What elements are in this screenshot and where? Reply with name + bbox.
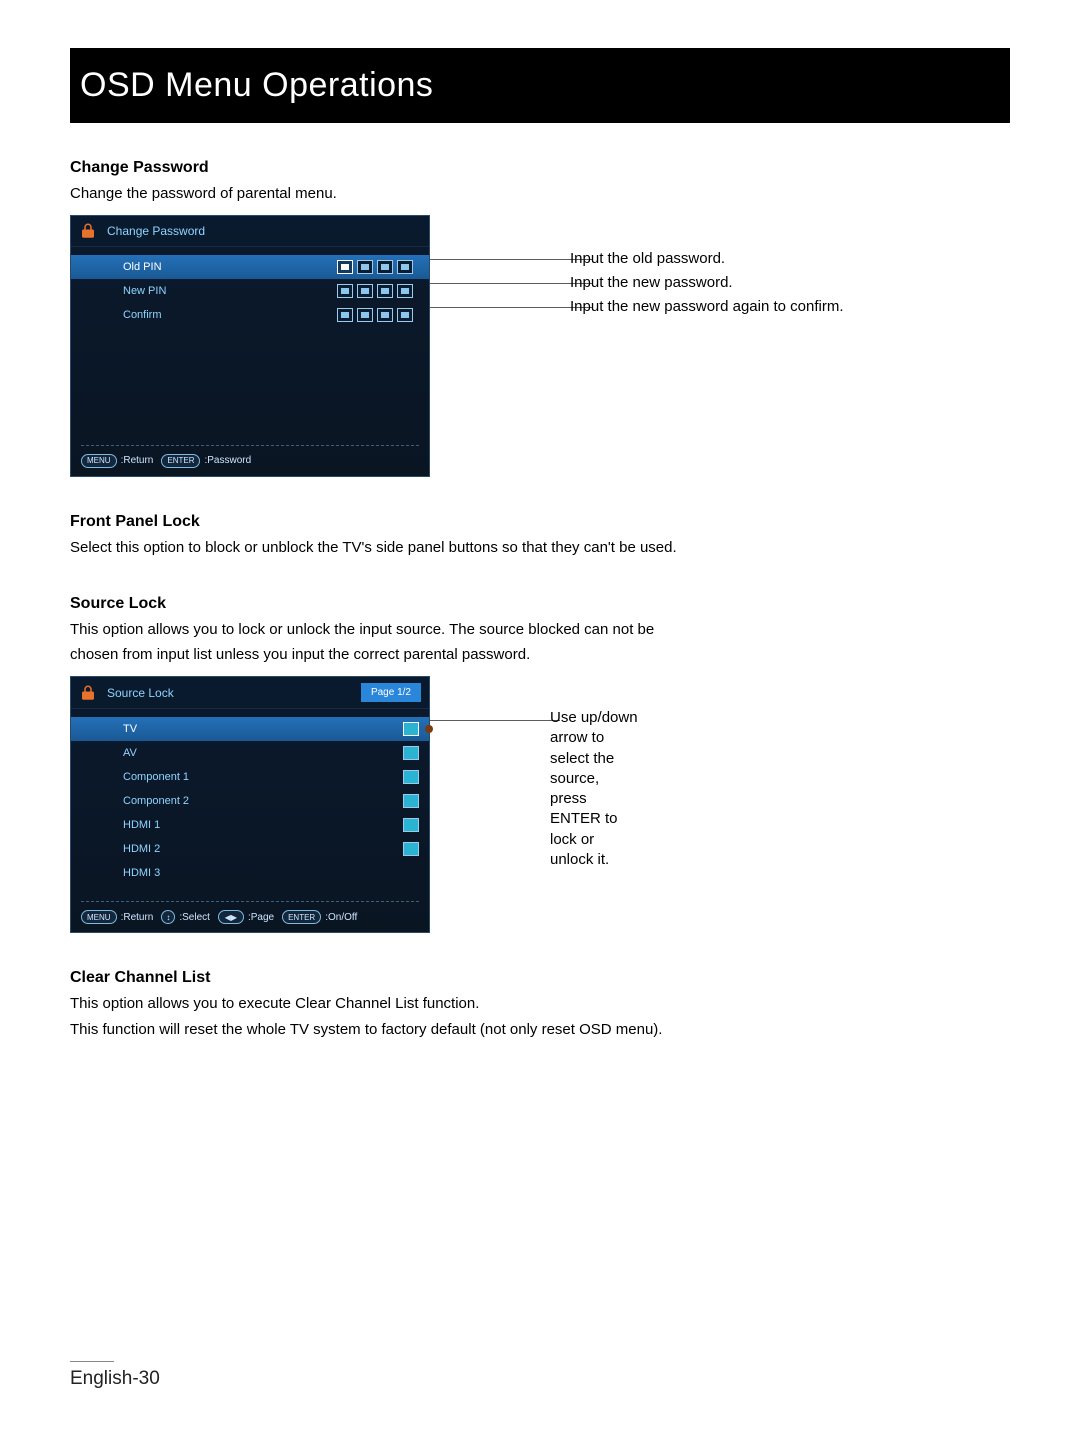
desc-source-lock-2: chosen from input list unless you input … (70, 644, 1010, 666)
callouts-source-lock: Use up/down arrow to select the source, … (430, 676, 640, 870)
page-banner: OSD Menu Operations (70, 48, 1010, 123)
key-updown: ↕ (161, 910, 175, 924)
heading-clear-channel-list: Clear Channel List (70, 969, 1010, 987)
callout-source: Use up/down arrow to select the source, … (550, 708, 640, 870)
osd-header: Source Lock Page 1/2 (71, 677, 429, 709)
osd-row-confirm[interactable]: Confirm (71, 303, 429, 327)
osd-row-new-pin[interactable]: New PIN (71, 279, 429, 303)
pin-boxes (337, 308, 413, 322)
osd-footer: MENU :Return ENTER :Password (71, 446, 429, 476)
osd-source-lock: Source Lock Page 1/2 TV AV Component 1 (70, 676, 430, 933)
page-number: English-30 (70, 1361, 1010, 1390)
lock-square (403, 794, 419, 808)
row-label: Component 1 (123, 771, 243, 783)
lock-square (403, 818, 419, 832)
key-enter: ENTER (161, 454, 200, 468)
desc-front-panel-lock: Select this option to block or unblock t… (70, 537, 1010, 559)
footer-label: :Return (121, 912, 154, 923)
key-leftright: ◀▶ (218, 910, 244, 924)
osd-row-old-pin[interactable]: Old PIN (71, 255, 429, 279)
desc-source-lock-1: This option allows you to lock or unlock… (70, 619, 1010, 641)
key-enter: ENTER (282, 910, 321, 924)
osd-row-source-comp2[interactable]: Component 2 (71, 789, 429, 813)
lock-square (403, 722, 419, 736)
row-label: Component 2 (123, 795, 243, 807)
heading-front-panel-lock: Front Panel Lock (70, 513, 1010, 531)
osd-change-password: Change Password Old PIN New PIN Confirm (70, 215, 430, 477)
row-label: Old PIN (123, 261, 243, 273)
callout-old-pin: Input the old password. (570, 247, 844, 271)
desc-clear-2: This function will reset the whole TV sy… (70, 1019, 1010, 1041)
desc-clear-1: This option allows you to execute Clear … (70, 993, 1010, 1015)
footer-label: :Page (248, 912, 274, 923)
lock-square (403, 746, 419, 760)
callout-new-pin: Input the new password. (570, 271, 844, 295)
osd-title: Source Lock (107, 686, 174, 700)
row-label: HDMI 1 (123, 819, 243, 831)
heading-change-password: Change Password (70, 159, 1010, 177)
osd-title: Change Password (107, 224, 205, 238)
osd-row-source-hdmi3[interactable]: HDMI 3 (71, 861, 429, 885)
desc-change-password: Change the password of parental menu. (70, 183, 1010, 205)
key-menu: MENU (81, 910, 117, 924)
osd-row-source-hdmi2[interactable]: HDMI 2 (71, 837, 429, 861)
pin-boxes (337, 284, 413, 298)
osd-footer: MENU :Return ↕ :Select ◀▶ :Page ENTER :On/Of… (71, 902, 429, 932)
row-label: AV (123, 747, 243, 759)
footer-label: :On/Off (325, 912, 357, 923)
lock-icon (79, 222, 97, 240)
lock-square (403, 842, 419, 856)
row-label: TV (123, 723, 243, 735)
footer-label: :Return (121, 455, 154, 466)
heading-source-lock: Source Lock (70, 595, 1010, 613)
callouts-change-password: Input the old password. Input the new pa… (430, 215, 844, 319)
page-badge: Page 1/2 (361, 683, 421, 702)
osd-row-source-av[interactable]: AV (71, 741, 429, 765)
osd-header: Change Password (71, 216, 429, 247)
row-label: HDMI 2 (123, 843, 243, 855)
lock-square (403, 770, 419, 784)
footer-label: :Select (179, 912, 210, 923)
lock-icon (79, 684, 97, 702)
callout-confirm: Input the new password again to confirm. (570, 295, 844, 319)
row-label: Confirm (123, 309, 243, 321)
osd-row-source-hdmi1[interactable]: HDMI 1 (71, 813, 429, 837)
osd-row-source-comp1[interactable]: Component 1 (71, 765, 429, 789)
row-label: HDMI 3 (123, 867, 243, 879)
key-menu: MENU (81, 454, 117, 468)
footer-label: :Password (204, 455, 251, 466)
row-label: New PIN (123, 285, 243, 297)
pin-boxes (337, 260, 413, 274)
osd-row-source-tv[interactable]: TV (71, 717, 429, 741)
